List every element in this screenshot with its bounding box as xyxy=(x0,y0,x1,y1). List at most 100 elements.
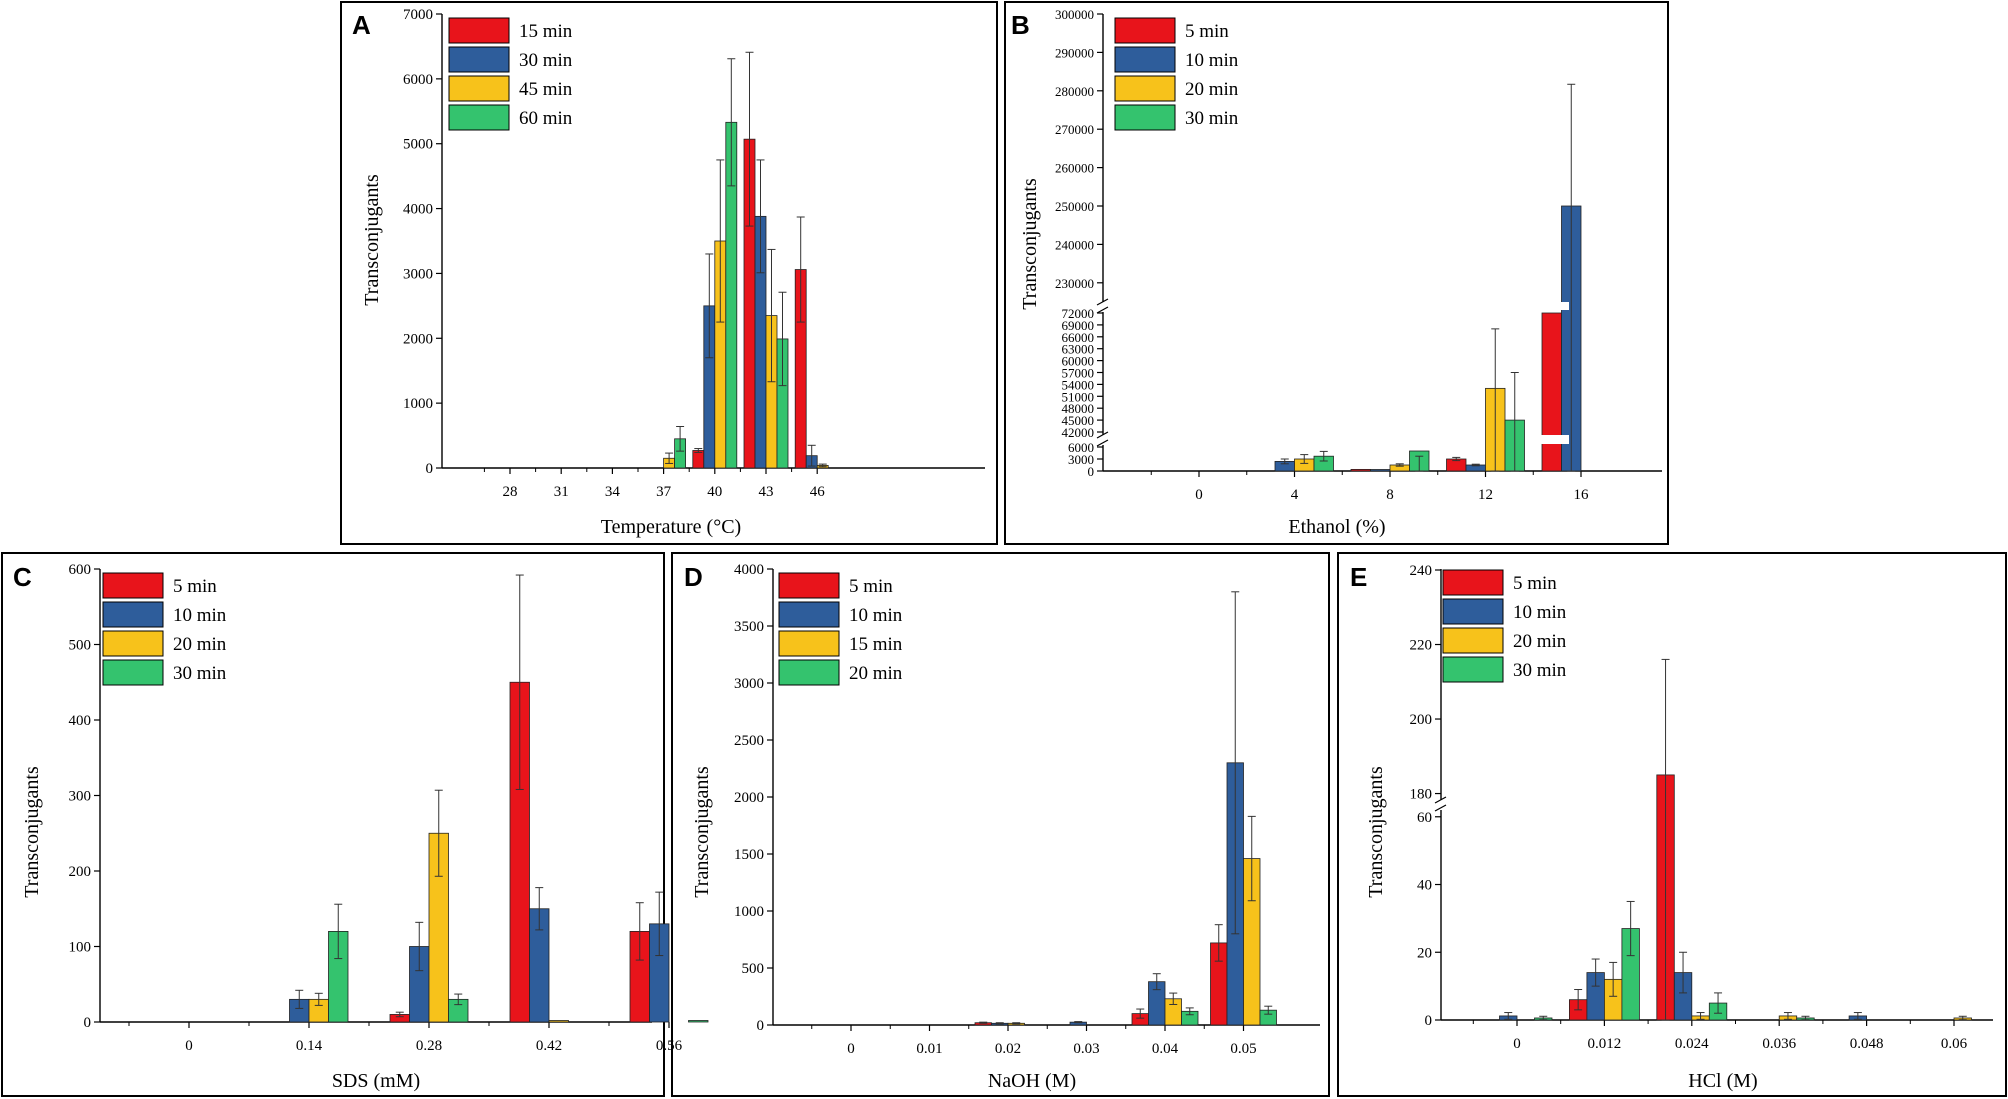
panel-d-legend-swatch xyxy=(778,601,840,628)
panel-d-legend-swatch xyxy=(778,572,840,599)
panel-c-ylabel: Transconjugants xyxy=(21,766,43,898)
panel-e-y-tick-label: 60 xyxy=(1417,810,1432,826)
panel-d-frame xyxy=(671,552,1330,1097)
panel-a-x-tick-label: 46 xyxy=(810,484,826,500)
panel-b-axis-break-mark xyxy=(1096,439,1109,447)
panel-b-y-tick-label: 270000 xyxy=(1055,122,1094,137)
panel-a-x-tick-label: 31 xyxy=(554,484,569,500)
panel-e-y-tick-label: 200 xyxy=(1410,712,1433,728)
panel-d-x-tick-label: 0.03 xyxy=(1073,1041,1099,1057)
panel-c-y-tick-label: 600 xyxy=(69,562,92,578)
panel-e-ylabel: Transconjugants xyxy=(1365,766,1387,898)
panel-a-legend-swatch xyxy=(448,75,510,102)
panel-b-bar xyxy=(1350,468,1371,472)
panel-label-a: A xyxy=(352,10,371,40)
panel-a-bar xyxy=(692,450,705,469)
panel-c-x-tick-label: 0.14 xyxy=(296,1038,323,1054)
panel-a-legend-label: 15 min xyxy=(519,21,573,42)
panel-b-y-tick-label: 54000 xyxy=(1062,377,1095,392)
panel-b-xlabel: Ethanol (%) xyxy=(1288,516,1385,538)
panel-b-legend-swatch xyxy=(1114,17,1176,44)
panel-e-x-tick-label: 0.048 xyxy=(1850,1036,1884,1052)
panel-e-axis-break-gap xyxy=(1435,800,1447,810)
panel-b-y-tick-label: 280000 xyxy=(1055,84,1094,99)
panel-e-axis-break-mark xyxy=(1434,804,1447,812)
panel-b-y-tick-label: 250000 xyxy=(1055,199,1094,214)
panel-d-legend-swatch xyxy=(778,659,840,686)
panel-e-legend-swatch xyxy=(1442,569,1504,596)
panel-b-y-tick-label: 63000 xyxy=(1062,342,1095,357)
panel-e-y-tick-label: 220 xyxy=(1410,638,1433,654)
panel-d-y-tick-label: 3500 xyxy=(734,619,764,635)
panel-d-x-tick-label: 0 xyxy=(847,1041,855,1057)
panel-a-y-tick-label: 3000 xyxy=(403,266,433,282)
panel-a-legend-swatch xyxy=(448,46,510,73)
panel-c-x-tick-label: 0.28 xyxy=(416,1038,442,1054)
panel-b-frame xyxy=(1004,1,1669,545)
panel-d-ylabel: Transconjugants xyxy=(691,766,713,898)
panel-a-y-tick-label: 1000 xyxy=(403,396,433,412)
panel-a-y-tick-label: 2000 xyxy=(403,331,433,347)
panel-b-legend-label: 5 min xyxy=(1185,21,1229,42)
panel-e-axis-break-mark xyxy=(1434,796,1447,804)
panel-b-y-tick-label: 42000 xyxy=(1062,425,1095,440)
panel-c-y-tick-label: 500 xyxy=(69,638,92,654)
panel-c-x-tick-label: 0 xyxy=(185,1038,193,1054)
panel-e-x-tick-label: 0.036 xyxy=(1762,1036,1796,1052)
panel-d-y-tick-label: 4000 xyxy=(734,562,764,578)
panel-b-y-tick-label: 260000 xyxy=(1055,161,1094,176)
panel-b-legend-swatch xyxy=(1114,75,1176,102)
panel-a-x-tick-label: 34 xyxy=(605,484,621,500)
panel-label-b: B xyxy=(1011,10,1030,40)
panel-b-x-tick-label: 16 xyxy=(1574,487,1590,503)
panel-e-frame xyxy=(1337,552,2007,1097)
panel-a-ylabel: Transconjugants xyxy=(361,174,383,306)
panel-a-xlabel: Temperature (°C) xyxy=(601,516,741,538)
panel-d-legend-label: 5 min xyxy=(849,576,893,597)
panel-b-x-tick-label: 12 xyxy=(1478,487,1493,503)
panel-a-y-tick-label: 6000 xyxy=(403,72,433,88)
panel-d-legend-label: 10 min xyxy=(849,605,903,626)
panel-c-y-tick-label: 100 xyxy=(69,940,92,956)
panel-a-legend-label: 30 min xyxy=(519,50,573,71)
panel-c-bar xyxy=(548,1020,569,1023)
panel-label-c: C xyxy=(13,562,32,592)
panel-c-y-tick-label: 300 xyxy=(69,789,92,805)
panel-label-d: D xyxy=(684,562,703,592)
panel-c-y-tick-label: 400 xyxy=(69,713,92,729)
panel-e-x-tick-label: 0.06 xyxy=(1941,1036,1968,1052)
panel-d-y-tick-label: 2000 xyxy=(734,790,764,806)
panel-e-legend-label: 5 min xyxy=(1513,573,1557,594)
panel-c-legend-label: 20 min xyxy=(173,634,227,655)
panel-b-y-tick-label: 45000 xyxy=(1062,413,1095,428)
panel-b-y-tick-label: 69000 xyxy=(1062,318,1095,333)
panel-c-legend-label: 30 min xyxy=(173,663,227,684)
panel-b-y-tick-label: 230000 xyxy=(1055,276,1094,291)
panel-e-y-tick-label: 180 xyxy=(1410,787,1433,803)
panel-b-legend-label: 20 min xyxy=(1185,79,1239,100)
panel-b-y-tick-label: 57000 xyxy=(1062,366,1095,381)
panel-a-y-tick-label: 4000 xyxy=(403,202,433,218)
panel-d-x-tick-label: 0.04 xyxy=(1152,1041,1179,1057)
panel-a-frame xyxy=(340,1,998,545)
panel-b-legend-label: 10 min xyxy=(1185,50,1239,71)
panel-c-legend-label: 5 min xyxy=(173,576,217,597)
panel-b-y-tick-label: 240000 xyxy=(1055,237,1094,252)
panel-b-y-tick-label: 6000 xyxy=(1068,440,1094,455)
panel-a-y-tick-label: 7000 xyxy=(403,7,433,23)
panel-b-y-tick-label: 66000 xyxy=(1062,330,1095,345)
panel-d-y-tick-label: 3000 xyxy=(734,676,764,692)
panel-b-y-tick-label: 72000 xyxy=(1062,306,1095,321)
panel-c-y-tick-label: 200 xyxy=(69,864,92,880)
panel-b-axis-break-gap xyxy=(1097,302,1109,312)
panel-d-x-tick-label: 0.02 xyxy=(995,1041,1021,1057)
panel-b-legend-swatch xyxy=(1114,104,1176,131)
panel-e-y-tick-label: 40 xyxy=(1417,878,1432,894)
panel-c-x-tick-label: 0.42 xyxy=(536,1038,562,1054)
panel-b-y-tick-label: 48000 xyxy=(1062,401,1095,416)
panel-e-legend-label: 20 min xyxy=(1513,631,1567,652)
panel-e-y-tick-label: 0 xyxy=(1425,1013,1433,1029)
panel-a-x-tick-label: 37 xyxy=(656,484,672,500)
panel-b-legend-label: 30 min xyxy=(1185,108,1239,129)
